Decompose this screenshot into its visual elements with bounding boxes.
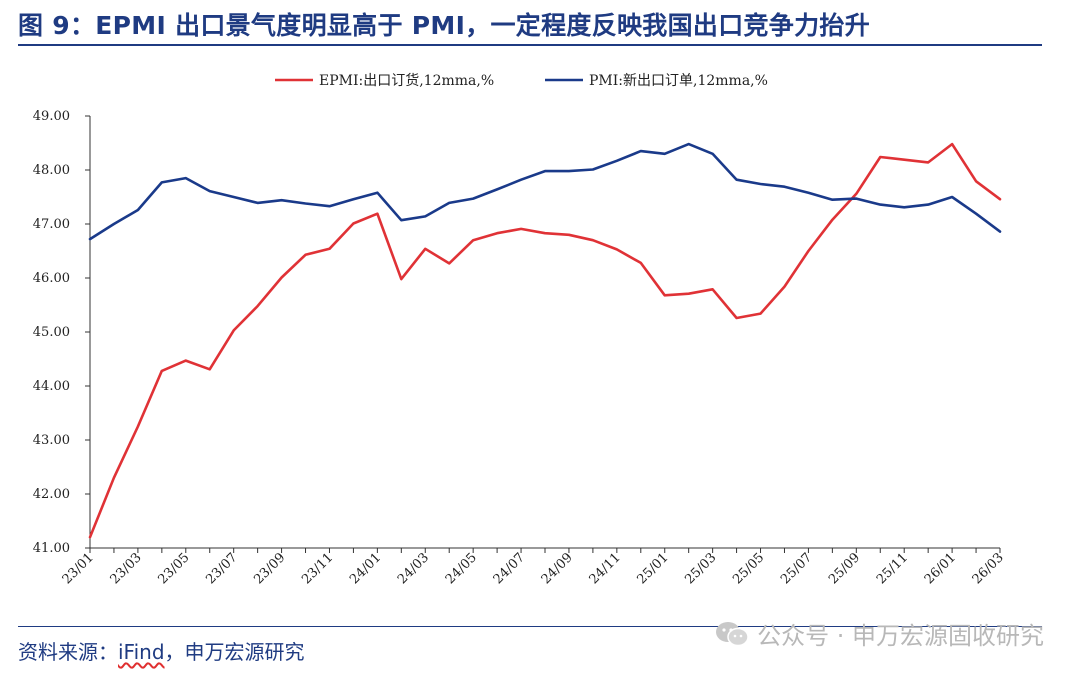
y-tick-label: 48.00 <box>33 163 70 178</box>
x-tick-label: 23/05 <box>156 550 193 587</box>
line-chart: 41.00 42.00 43.00 44.00 45.00 46.00 47.00 48.00… <box>33 72 1007 587</box>
chart-area: 41.00 42.00 43.00 44.00 45.00 46.00 47.00 48.00… <box>0 50 1080 620</box>
x-tick-label: 23/07 <box>203 550 240 587</box>
title-divider <box>18 44 1042 46</box>
x-tick-label: 23/09 <box>251 550 288 587</box>
source-note: 资料来源：iFind，申万宏源研究 <box>18 636 305 665</box>
x-tick-label: 25/11 <box>874 550 911 587</box>
x-tick-label: 25/01 <box>634 550 671 587</box>
x-tick-label: 25/09 <box>826 550 863 587</box>
x-tick-label: 26/03 <box>970 550 1007 587</box>
y-tick-label: 44.00 <box>33 379 70 394</box>
x-tick-label: 23/03 <box>108 550 145 587</box>
y-tick-label: 45.00 <box>33 325 70 340</box>
footer-divider <box>18 626 1042 627</box>
x-tick-label: 25/05 <box>730 550 767 587</box>
y-tick-label: 41.00 <box>33 541 70 556</box>
watermark: 公众号 · 申万宏源固收研究 <box>715 616 1044 651</box>
source-prefix: 资料来源： <box>18 640 118 664</box>
y-tick-label: 47.00 <box>33 217 70 232</box>
y-tick-label: 42.00 <box>33 487 70 502</box>
x-tick-label: 23/11 <box>299 550 336 587</box>
y-tick-label: 49.00 <box>33 109 70 124</box>
x-tick-label: 24/05 <box>443 550 480 587</box>
x-tick-label: 26/01 <box>922 550 959 587</box>
y-tick-label: 46.00 <box>33 271 70 286</box>
source-ifind: iFind <box>118 640 165 664</box>
x-tick-label: 24/01 <box>347 550 384 587</box>
x-tick-label: 24/07 <box>491 550 528 587</box>
legend-label-pmi: PMI:新出口订单,12mma,% <box>589 73 768 89</box>
page-title: 图 9：EPMI 出口景气度明显高于 PMI，一定程度反映我国出口竞争力抬升 <box>18 11 870 40</box>
watermark-text: 公众号 · 申万宏源固收研究 <box>757 622 1044 650</box>
series-line-pmi <box>88 142 1002 241</box>
x-tick-label: 25/07 <box>778 550 815 587</box>
x-tick-label: 24/11 <box>587 550 624 587</box>
x-tick-label: 24/03 <box>395 550 432 587</box>
x-tick-label: 25/03 <box>682 550 719 587</box>
y-tick-label: 43.00 <box>33 433 70 448</box>
series-line-epmi <box>88 142 1002 539</box>
wechat-icon <box>716 621 749 646</box>
x-tick-label: 24/09 <box>539 550 576 587</box>
legend-label-epmi: EPMI:出口订货,12mma,% <box>319 72 494 89</box>
source-suffix: ，申万宏源研究 <box>164 640 305 664</box>
